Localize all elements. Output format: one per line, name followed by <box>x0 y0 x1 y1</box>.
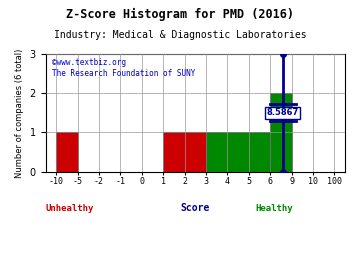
Y-axis label: Number of companies (6 total): Number of companies (6 total) <box>15 48 24 178</box>
Text: ©www.textbiz.org: ©www.textbiz.org <box>51 58 126 67</box>
Text: Unhealthy: Unhealthy <box>45 204 94 214</box>
X-axis label: Score: Score <box>181 203 210 213</box>
Bar <box>163 132 206 172</box>
Text: 8.5867: 8.5867 <box>266 108 299 117</box>
Bar <box>206 132 270 172</box>
Text: Healthy: Healthy <box>255 204 293 214</box>
Bar <box>270 93 292 172</box>
Text: Industry: Medical & Diagnostic Laboratories: Industry: Medical & Diagnostic Laborator… <box>54 30 306 40</box>
Text: Z-Score Histogram for PMD (2016): Z-Score Histogram for PMD (2016) <box>66 8 294 21</box>
Bar <box>56 132 78 172</box>
Text: The Research Foundation of SUNY: The Research Foundation of SUNY <box>51 69 195 78</box>
